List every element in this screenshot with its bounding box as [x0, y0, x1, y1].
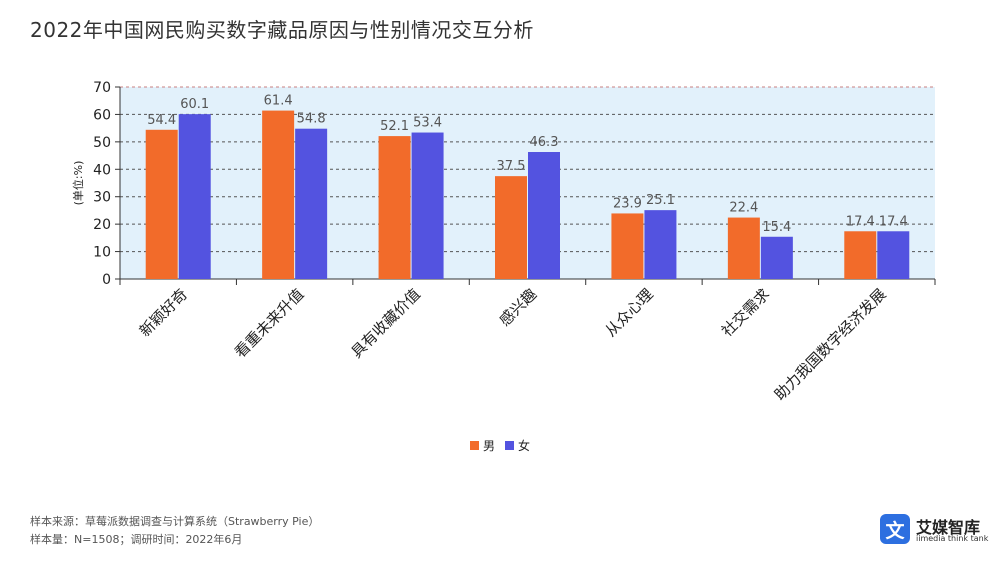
x-tick-label: 新颖好奇: [136, 285, 191, 340]
bar: [528, 152, 560, 279]
legend-swatch: [470, 441, 479, 450]
bar: [495, 176, 527, 279]
y-axis-label: (单位:%): [71, 161, 85, 206]
bar: [411, 132, 444, 279]
x-tick-label: 感兴趣: [496, 285, 541, 330]
x-tick-label: 社交需求: [718, 285, 773, 340]
data-label: 54.8: [297, 112, 326, 127]
bar: [145, 129, 178, 279]
x-tick-label: 助力我国数字经济发展: [771, 285, 890, 404]
bar: [844, 231, 877, 279]
bar: [295, 128, 328, 279]
data-label: 17.4: [846, 214, 875, 229]
bar: [727, 217, 760, 279]
legend: 男女: [470, 438, 530, 453]
data-label: 37.5: [497, 159, 526, 174]
y-tick-label: 50: [93, 135, 111, 151]
iimedia-logo: 文 艾媒智库 iimedia think tank: [880, 512, 990, 552]
bar-chart: 0 10 20 30 40 50 60 70 新颖好奇 看重未来升值 具有收藏价值 感兴趣 从众心理 社…: [71, 80, 936, 453]
data-labels: 54.4 61.4 52.1 37.5 23.9 22.4 17.4 60.1 54.8 53.4…: [147, 94, 908, 235]
y-tick-label: 60: [93, 107, 111, 123]
source-note: 样本来源：草莓派数据调查与计算系统（Strawberry Pie）: [30, 515, 320, 528]
data-label: 53.4: [413, 116, 442, 131]
data-label: 25.1: [646, 193, 675, 208]
bar: [378, 136, 411, 279]
sample-note: 样本量：N=1508；调研时间：2022年6月: [30, 533, 243, 546]
legend-label: 女: [518, 438, 530, 453]
logo-subtitle: iimedia think tank: [916, 534, 989, 543]
logo-mark-icon: 文: [880, 514, 910, 544]
bar: [644, 210, 677, 279]
data-label: 60.1: [180, 97, 209, 112]
data-label: 22.4: [729, 201, 758, 216]
legend-swatch: [505, 441, 514, 450]
y-tick-label: 30: [93, 190, 111, 206]
data-label: 61.4: [264, 94, 293, 109]
y-axis: 0 10 20 30 40 50 60 70: [93, 80, 121, 288]
plot-area: [120, 87, 935, 279]
bar: [760, 236, 793, 279]
y-tick-label: 20: [93, 217, 111, 233]
data-label: 54.4: [147, 113, 176, 128]
data-label: 15.4: [762, 220, 791, 235]
bar: [611, 213, 644, 279]
logo-name: 艾媒智库: [916, 518, 981, 537]
data-label: 17.4: [879, 214, 908, 229]
data-label: 46.3: [530, 135, 559, 150]
x-tick-label: 看重未来升值: [231, 285, 307, 361]
chart-title: 2022年中国网民购买数字藏品原因与性别情况交互分析: [30, 18, 534, 42]
y-tick-label: 10: [93, 245, 111, 261]
data-label: 23.9: [613, 196, 642, 211]
legend-label: 男: [483, 439, 495, 453]
bar: [178, 114, 211, 279]
bar: [262, 110, 295, 280]
gridlines: [120, 86, 935, 253]
y-tick-label: 40: [93, 162, 111, 178]
bars: [145, 110, 910, 280]
bar: [877, 231, 910, 279]
y-tick-label: 0: [102, 272, 111, 288]
x-tick-label: 从众心理: [602, 285, 657, 340]
data-label: 52.1: [380, 119, 409, 134]
x-tick-label: 具有收藏价值: [348, 285, 424, 361]
y-tick-label: 70: [93, 80, 111, 96]
